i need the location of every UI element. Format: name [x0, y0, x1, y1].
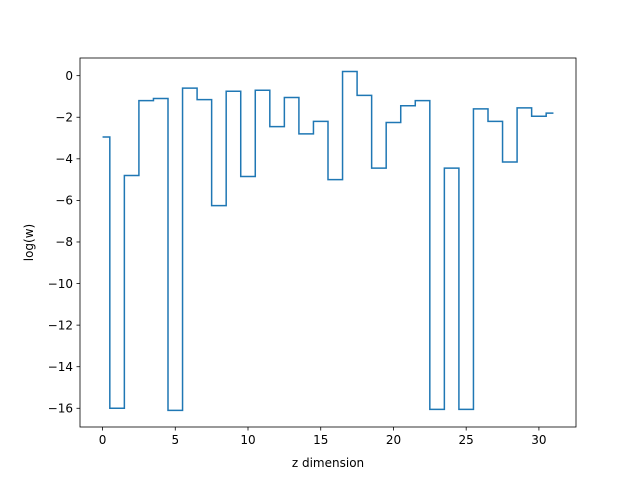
x-axis-label: z dimension [292, 456, 364, 470]
series-layer [102, 70, 554, 412]
y-tick-label: −4 [55, 152, 73, 166]
plot-area [80, 58, 576, 427]
y-tick-label: −6 [55, 194, 73, 208]
x-tick-label: 30 [531, 433, 546, 447]
x-tick-label: 20 [386, 433, 401, 447]
series-line [102, 70, 554, 412]
y-tick-label: −10 [48, 277, 73, 291]
y-tick-label: −2 [55, 110, 73, 124]
y-axis-label: log(w) [22, 224, 36, 261]
axes-frame [79, 57, 577, 428]
y-ticks: 0 −2 −4 −6 −8 −10 −12 −14 −16 [48, 69, 80, 415]
x-tick-label: 10 [240, 433, 255, 447]
y-tick-label: −12 [48, 318, 73, 332]
x-tick-label: 5 [171, 433, 179, 447]
y-tick-label: −14 [48, 360, 73, 374]
x-tick-label: 25 [459, 433, 474, 447]
x-ticks: 0 5 10 15 20 25 30 [99, 427, 547, 447]
y-tick-label: −8 [55, 235, 73, 249]
x-tick-label: 15 [313, 433, 328, 447]
x-tick-label: 0 [99, 433, 107, 447]
y-tick-label: 0 [65, 69, 73, 83]
y-tick-label: −16 [48, 401, 73, 415]
